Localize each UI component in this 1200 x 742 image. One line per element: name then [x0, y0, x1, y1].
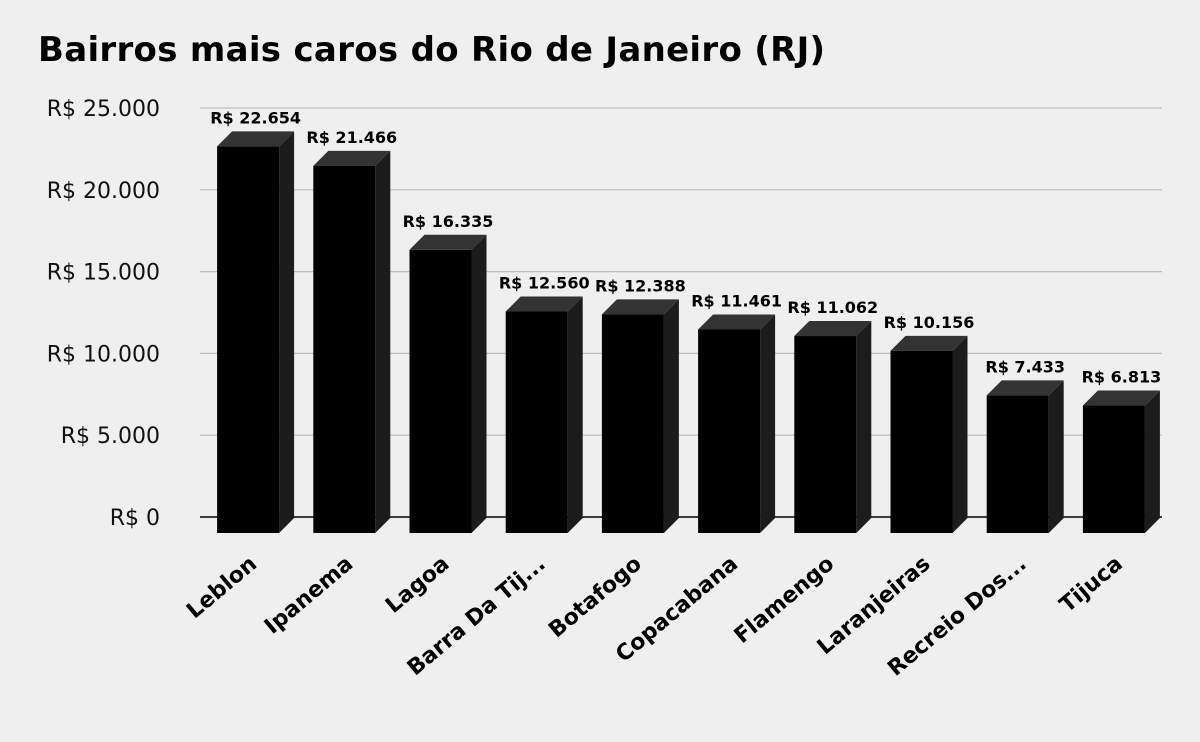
- value-label: R$ 7.433: [985, 357, 1065, 376]
- bar-top-face: [505, 296, 583, 312]
- value-labels: R$ 22.654 R$ 21.466 R$ 16.335 R$ 12.560 R$ 1…: [210, 108, 1161, 386]
- chart-title: Bairros mais caros do Rio de Janeiro (RJ…: [38, 30, 826, 70]
- bar-front-face: [698, 329, 761, 533]
- value-label: R$ 6.813: [1082, 368, 1162, 387]
- bar-top-face: [698, 314, 776, 330]
- bar-6: [794, 321, 872, 533]
- bar-1: [313, 150, 391, 534]
- bar-front-face: [601, 314, 664, 533]
- x-category-label: Leblon: [182, 551, 262, 624]
- value-label: R$ 11.461: [691, 291, 782, 310]
- bar-front-face: [890, 350, 953, 533]
- bar-side-face: [471, 234, 487, 533]
- bar-top-face: [890, 335, 968, 351]
- value-label: R$ 12.560: [499, 274, 590, 293]
- bar-side-face: [1048, 380, 1064, 533]
- value-label: R$ 10.156: [884, 313, 975, 332]
- bar-side-face: [375, 150, 391, 534]
- y-tick-label: R$ 10.000: [47, 342, 160, 367]
- y-tick-label: R$ 25.000: [47, 97, 160, 122]
- bar-3: [505, 296, 583, 533]
- bar-side-face: [952, 335, 968, 533]
- bars: [217, 131, 1160, 534]
- value-label: R$ 22.654: [210, 108, 301, 127]
- value-label: R$ 16.335: [403, 212, 494, 231]
- bar-side-face: [1144, 390, 1160, 533]
- y-axis-ticks: R$ 0 R$ 5.000 R$ 10.000 R$ 15.000 R$ 20.000 R…: [47, 97, 160, 531]
- bar-front-face: [794, 336, 857, 533]
- bar-4: [601, 299, 679, 533]
- bar-top-face: [601, 299, 679, 315]
- value-label: R$ 21.466: [306, 128, 397, 147]
- bar-front-face: [409, 249, 472, 533]
- bar-9: [1082, 390, 1160, 533]
- bar-top-face: [986, 380, 1064, 396]
- bar-top-face: [409, 234, 487, 250]
- x-category-label: Ipanema: [260, 551, 358, 639]
- bar-side-face: [279, 131, 295, 533]
- value-label: R$ 11.062: [787, 298, 878, 317]
- bar-front-face: [986, 395, 1049, 533]
- y-tick-label: R$ 15.000: [47, 261, 160, 286]
- bar-side-face: [567, 296, 583, 533]
- x-category-label: Lagoa: [381, 551, 454, 618]
- bar-7: [890, 335, 968, 533]
- bar-5: [698, 314, 776, 533]
- bar-side-face: [760, 314, 776, 533]
- bar-front-face: [313, 165, 376, 534]
- y-tick-label: R$ 20.000: [47, 179, 160, 204]
- bar-front-face: [1082, 405, 1145, 533]
- bar-0: [217, 131, 295, 533]
- bar-top-face: [1082, 390, 1160, 406]
- bar-top-face: [313, 150, 391, 166]
- x-category-label: Tijuca: [1055, 551, 1127, 617]
- y-tick-label: R$ 5.000: [61, 424, 160, 449]
- bar-front-face: [505, 311, 568, 533]
- value-label: R$ 12.388: [595, 276, 686, 295]
- bar-8: [986, 380, 1064, 533]
- y-tick-label: R$ 0: [110, 506, 160, 531]
- bar-2: [409, 234, 487, 533]
- x-category-label: Botafogo: [544, 551, 646, 643]
- bar-side-face: [663, 299, 679, 533]
- bar-top-face: [217, 131, 295, 147]
- bar-top-face: [794, 321, 872, 337]
- bar-side-face: [856, 321, 872, 533]
- bar-front-face: [217, 146, 280, 533]
